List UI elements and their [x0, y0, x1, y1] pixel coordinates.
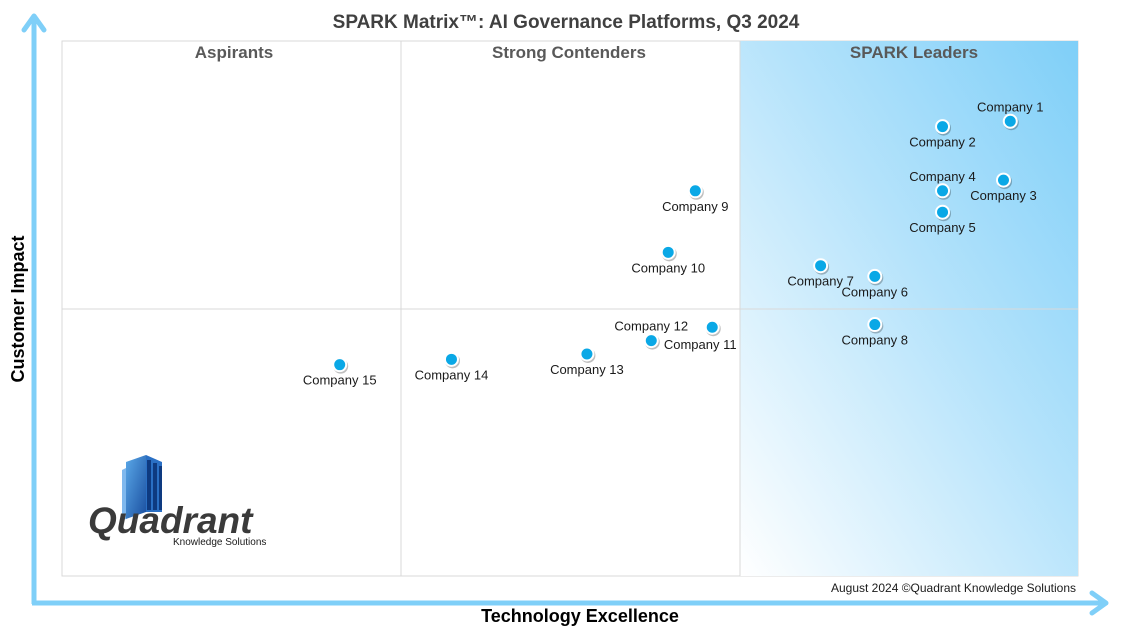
point-label-company-2: Company 2 [909, 135, 975, 150]
data-point-company-3 [995, 172, 1011, 188]
x-axis-arrowhead [1089, 590, 1109, 616]
point-label-company-6: Company 6 [842, 284, 908, 299]
logo-tagline: Knowledge Solutions [173, 537, 266, 548]
point-label-company-12: Company 12 [614, 319, 688, 334]
book-icon [122, 455, 162, 520]
quadrant-logo: Quadrant Knowledge Solutions [88, 455, 266, 548]
point-label-company-14: Company 14 [415, 367, 489, 382]
quadrant-label-strong-contenders: Strong Contenders [492, 43, 646, 62]
point-label-company-7: Company 7 [787, 274, 853, 289]
data-point-company-6 [867, 268, 883, 284]
point-label-company-11: Company 11 [664, 337, 737, 352]
y-axis-arrowhead [21, 13, 47, 33]
chart-title: SPARK Matrix™: AI Governance Platforms, … [333, 12, 800, 33]
logo-wordmark: Quadrant [88, 500, 254, 541]
data-point-company-15 [332, 357, 348, 373]
data-point-company-12 [643, 333, 659, 349]
point-label-company-8: Company 8 [842, 333, 908, 348]
data-point-company-8 [867, 317, 883, 333]
data-point-company-10 [660, 244, 676, 260]
footer-copyright: August 2024 ©Quadrant Knowledge Solution… [831, 581, 1076, 595]
data-points: Company 1 Company 2 Company 3 Company 4 Comp… [303, 99, 1044, 387]
x-axis-label: Technology Excellence [481, 606, 679, 626]
point-label-company-15: Company 15 [303, 373, 377, 388]
data-point-company-13 [579, 346, 595, 362]
data-point-company-14 [443, 351, 459, 367]
y-axis-label: Customer Impact [8, 235, 28, 382]
quadrant-label-spark-leaders: SPARK Leaders [850, 43, 978, 62]
point-label-company-4: Company 4 [909, 169, 975, 184]
point-label-company-13: Company 13 [550, 362, 624, 377]
point-label-company-10: Company 10 [631, 260, 705, 275]
point-label-company-9: Company 9 [662, 199, 728, 214]
quadrant-label-aspirants: Aspirants [195, 43, 273, 62]
data-point-company-1 [1002, 113, 1018, 129]
data-point-company-4 [935, 183, 951, 199]
data-point-company-7 [813, 258, 829, 274]
data-point-company-11 [704, 319, 720, 335]
data-point-company-2 [935, 119, 951, 135]
data-point-company-5 [935, 204, 951, 220]
data-point-company-9 [687, 183, 703, 199]
point-label-company-5: Company 5 [909, 220, 975, 235]
point-label-company-1: Company 1 [977, 99, 1043, 114]
point-label-company-3: Company 3 [970, 188, 1036, 203]
